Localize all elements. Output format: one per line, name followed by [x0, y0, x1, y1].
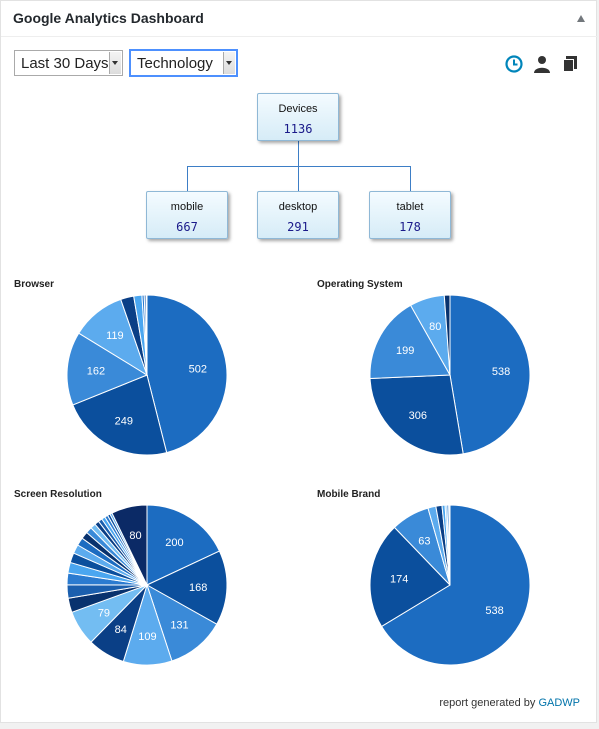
- node-label: tablet: [396, 201, 424, 213]
- pie-slice[interactable]: [146, 294, 228, 454]
- report-select-value: Technology: [137, 55, 213, 72]
- tree-node-tablet[interactable]: tablet 178: [369, 191, 451, 239]
- chart-title-mobile-brand: Mobile Brand: [317, 489, 381, 500]
- node-value: 178: [399, 220, 421, 234]
- report-select[interactable]: Technology: [130, 50, 237, 76]
- pie-slice[interactable]: [369, 374, 464, 456]
- footer: report generated by GADWP: [439, 697, 580, 709]
- pie-slice[interactable]: [66, 332, 149, 406]
- node-label: mobile: [170, 201, 204, 213]
- tree-connector: [298, 166, 299, 191]
- pie-slice-label: 80: [429, 321, 441, 333]
- pie-slice[interactable]: [369, 526, 451, 628]
- report-select-arrow-icon[interactable]: [223, 52, 235, 74]
- footer-text: report generated by: [439, 697, 536, 709]
- clock-icon[interactable]: [504, 54, 524, 74]
- pie-slice-label: 538: [485, 605, 503, 617]
- period-select[interactable]: Last 30 Days: [14, 50, 123, 76]
- node-value: 667: [176, 220, 198, 234]
- pie-slice-label: 249: [115, 416, 133, 428]
- pie-slice[interactable]: [145, 550, 228, 625]
- chart-title-browser: Browser: [14, 279, 55, 290]
- period-select-value: Last 30 Days: [21, 55, 109, 72]
- chart-title-operating-system: Operating System: [317, 279, 403, 290]
- operating-system-pie-chart: 538 306 199 80: [369, 294, 531, 456]
- pie-slice-label: 538: [492, 366, 510, 378]
- widget-title: Google Analytics Dashboard: [13, 10, 204, 26]
- node-value: 291: [287, 220, 309, 234]
- copy-icon[interactable]: [560, 54, 580, 74]
- pie-slice[interactable]: [380, 504, 531, 666]
- browser-pie-chart: 502 249 162 119: [66, 294, 228, 456]
- screen-resolution-pie-chart: 200 168 131 109 84 79 80: [66, 504, 228, 666]
- pie-slice-label: 174: [390, 573, 408, 585]
- pie-slice[interactable]: [111, 504, 148, 586]
- node-label: Devices: [278, 103, 318, 115]
- tree-connector: [410, 166, 411, 191]
- widget-header: Google Analytics Dashboard: [1, 1, 598, 37]
- pie-slice-label: 109: [138, 631, 156, 643]
- period-select-arrow-icon[interactable]: [109, 52, 121, 74]
- pie-slice[interactable]: [145, 294, 148, 376]
- user-icon[interactable]: [532, 54, 552, 74]
- pie-slice-label: 84: [115, 624, 127, 636]
- pie-slice-label: 168: [189, 582, 207, 594]
- pie-slice[interactable]: [443, 294, 451, 376]
- pie-slice-label: 306: [409, 410, 427, 422]
- tree-node-mobile[interactable]: mobile 667: [146, 191, 228, 239]
- pie-slice-label: 63: [418, 536, 430, 548]
- mobile-brand-pie-chart: 538 174 63: [369, 504, 531, 666]
- tree-node-desktop[interactable]: desktop 291: [257, 191, 339, 239]
- pie-slice-label: 119: [106, 330, 124, 342]
- tree-connector: [187, 166, 188, 191]
- pie-slice-label: 131: [170, 620, 188, 632]
- pie-slice-label: 79: [98, 608, 110, 620]
- pie-slice[interactable]: [72, 374, 168, 456]
- node-value: 1136: [283, 122, 313, 136]
- pie-slice-label: 199: [396, 345, 414, 357]
- pie-slice[interactable]: [369, 304, 451, 380]
- tree-connector: [187, 166, 411, 167]
- pie-slice-label: 502: [189, 364, 207, 376]
- pie-slice[interactable]: [146, 504, 221, 586]
- collapse-arrow-icon[interactable]: [577, 15, 585, 22]
- pie-slice-label: 162: [87, 366, 105, 378]
- pie-slice-label: 80: [129, 530, 141, 542]
- pie-slice-label: 200: [165, 537, 183, 549]
- tree-node-devices[interactable]: Devices 1136: [257, 93, 339, 141]
- pie-slice[interactable]: [449, 294, 531, 455]
- tree-connector: [298, 141, 299, 166]
- gadwp-link[interactable]: GADWP: [538, 697, 580, 709]
- pie-slice[interactable]: [448, 504, 451, 586]
- node-label: desktop: [278, 201, 318, 213]
- chart-title-screen-resolution: Screen Resolution: [14, 489, 102, 500]
